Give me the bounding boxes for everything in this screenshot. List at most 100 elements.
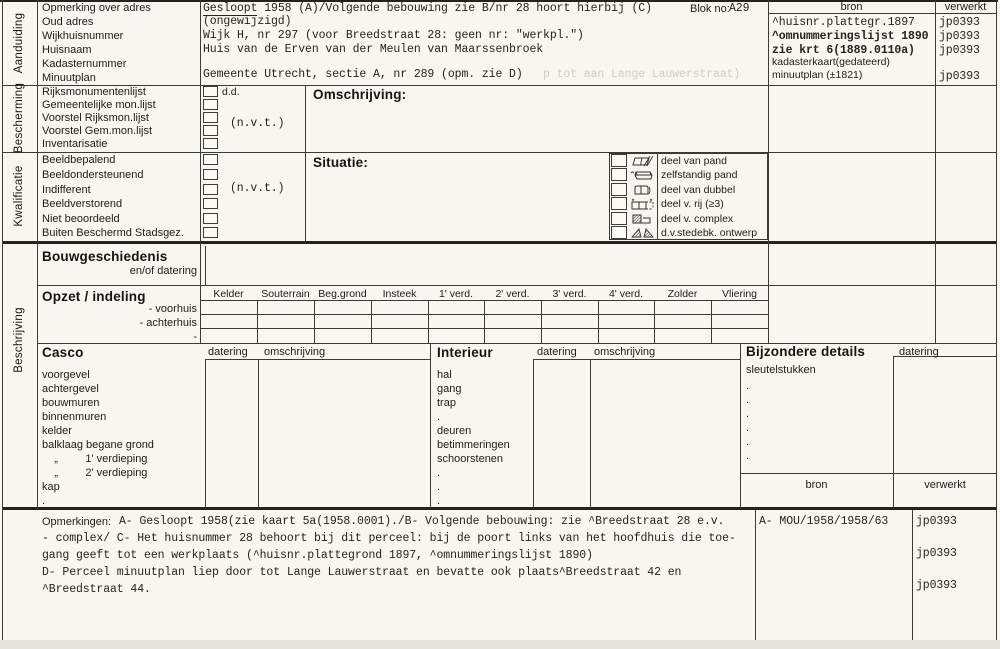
section-label-aanduiding: Aanduiding	[13, 12, 25, 74]
bron-entry-printed: minuutplan (±1821)	[772, 69, 863, 81]
field-label-opmerking-over-adres: Opmerking over adres	[42, 2, 151, 14]
divider	[893, 356, 997, 357]
checkbox-gemeentelijke-mon-lijst[interactable]	[203, 99, 218, 110]
value-rest: 1958 (A)/Volgende bebouwing zie B/nr 28 …	[257, 2, 652, 15]
checkbox-zelfstandig-pand[interactable]	[611, 168, 627, 181]
casco-label-kelder: kelder	[42, 425, 72, 437]
checkbox-rijksmonumentenlijst[interactable]	[203, 86, 218, 97]
opmerkingen-verwerkt-entry: jp0393	[916, 515, 957, 528]
bijzondere-label-sleutelstukken: sleutelstukken	[746, 364, 816, 376]
bijzondere-label-dot: .	[746, 394, 750, 406]
bijzondere-label-dot: .	[746, 436, 750, 448]
divider	[657, 153, 658, 240]
field-label-kadasternummer: Kadasternummer	[42, 58, 127, 70]
divider	[205, 359, 206, 508]
casco-label-voorgevel: voorgevel	[42, 369, 90, 381]
checkbox-indifferent[interactable]	[203, 184, 218, 195]
divider	[428, 300, 429, 343]
bijzondere-label-dot: .	[746, 422, 750, 434]
opzet-col-4-verd: 4' verd.	[608, 288, 644, 300]
divider	[371, 300, 372, 343]
divider	[598, 300, 599, 343]
field-label-minuutplan: Minuutplan	[42, 72, 96, 84]
divider	[996, 0, 997, 640]
checkbox-deel-van-pand[interactable]	[611, 154, 627, 167]
checkbox-inventarisatie[interactable]	[203, 138, 218, 149]
divider	[912, 510, 913, 640]
legend-label: deel van dubbel	[661, 184, 736, 196]
interieur-label-dot: .	[437, 411, 441, 423]
casco-label-kap: kap	[42, 481, 60, 493]
interieur-label-betimmeringen: betimmeringen	[437, 439, 510, 451]
dd-label: d.d.	[222, 86, 240, 98]
divider	[205, 246, 206, 285]
section-label-beschrijving: Beschrijving	[13, 307, 25, 373]
verwerkt-entry: jp0393	[939, 70, 980, 83]
bijzondere-details-title: Bijzondere details	[746, 344, 866, 359]
blok-no-value: A29	[729, 2, 750, 15]
bijzondere-datering-header: datering	[899, 346, 939, 358]
opmerkingen-line: A- Gesloopt 1958(zie kaart 5a(1958.0001)…	[119, 515, 725, 528]
opmerkingen-verwerkt-entry: jp0393	[916, 579, 957, 592]
divider	[740, 343, 741, 508]
opmerkingen-line: - complex/ C- Het huisnummer 28 behoort …	[42, 532, 736, 545]
omschrijving-header: Omschrijving:	[313, 87, 407, 102]
divider	[200, 0, 201, 343]
verwerkt-entry: jp0393	[939, 30, 980, 43]
blok-no-label: Blok no:	[690, 3, 730, 15]
opzet-col-3-verd: 3' verd.	[552, 288, 587, 300]
opmerkingen-bron-value: A- MOU/1958/1958/63	[759, 515, 889, 528]
checkbox-voorstel-rijksmon-lijst[interactable]	[203, 112, 218, 123]
section-label-bescherming: Bescherming	[13, 82, 25, 154]
checkbox-deel-v-rij[interactable]	[611, 197, 627, 210]
divider	[257, 300, 258, 343]
field-value-opmerking: Gesloopt 1958 (A)/Volgende bebouwing zie…	[203, 2, 652, 16]
checkbox-stedebk-ontwerp[interactable]	[611, 226, 627, 239]
casco-label-binnenmuren: binnenmuren	[42, 411, 107, 423]
verwerkt-entry: jp0393	[939, 16, 980, 29]
part-of-double-icon	[634, 185, 651, 195]
nvt-value: (n.v.t.)	[230, 117, 285, 130]
field-label-indifferent: Indifferent	[42, 184, 91, 196]
bron-column-header: bron	[840, 1, 863, 13]
opzet-col-souterrain: Souterrain	[261, 288, 310, 300]
verwerkt-column-header: verwerkt	[944, 1, 987, 13]
field-label-beeldondersteunend: Beeldondersteunend	[42, 169, 144, 181]
bouwgeschiedenis-subtitle: en/of datering	[129, 265, 197, 277]
field-label-rijksmonumentenlijst: Rijksmonumentenlijst	[42, 86, 146, 98]
opzet-col-1-verd: 1' verd.	[438, 288, 474, 300]
divider	[533, 359, 534, 508]
bouwgeschiedenis-title: Bouwgeschiedenis	[42, 249, 168, 264]
bijzondere-verwerkt-header: verwerkt	[924, 479, 966, 491]
situatie-header: Situatie:	[313, 155, 369, 170]
urban-design-icon	[631, 228, 654, 238]
checkbox-beeldondersteunend[interactable]	[203, 169, 218, 180]
field-value-minuutplan: Gemeente Utrecht, sectie A, nr 289 (opm.…	[203, 68, 523, 81]
field-label-inventarisatie: Inventarisatie	[42, 138, 108, 150]
legend-label: deel van pand	[661, 155, 727, 167]
divider	[590, 359, 591, 508]
divider	[2, 507, 997, 510]
checkbox-buiten-beschermd-stadsgez[interactable]	[203, 227, 218, 238]
checkbox-beeldverstorend[interactable]	[203, 198, 218, 209]
divider	[484, 300, 485, 343]
divider	[893, 356, 894, 508]
legend-label: deel v. complex	[661, 213, 734, 225]
checkbox-deel-van-dubbel[interactable]	[611, 183, 627, 196]
checkbox-niet-beoordeeld[interactable]	[203, 213, 218, 224]
field-label-voorstel-rijksmon-lijst: Voorstel Rijksmon.lijst	[42, 112, 149, 124]
opzet-col-vliering: Vliering	[721, 288, 758, 300]
divider	[533, 359, 740, 360]
opmerkingen-line: ^Breedstraat 44.	[42, 583, 151, 596]
casco-datering-header: datering	[208, 346, 248, 358]
part-of-row-icon	[631, 198, 654, 210]
opzet-row-label-achterhuis: - achterhuis	[139, 317, 197, 329]
checkbox-beeldbepalend[interactable]	[203, 154, 218, 165]
field-value-huisnaam: Huis van de Erven van der Meulen van Maa…	[203, 43, 544, 56]
checkbox-deel-v-complex[interactable]	[611, 212, 627, 225]
bijzondere-label-dot: .	[746, 450, 750, 462]
field-value-oud-adres: (ongewijzigd)	[203, 15, 292, 28]
opzet-col-beg-grond: Beg.grond	[318, 288, 367, 300]
checkbox-voorstel-gem-mon-lijst[interactable]	[203, 125, 218, 136]
